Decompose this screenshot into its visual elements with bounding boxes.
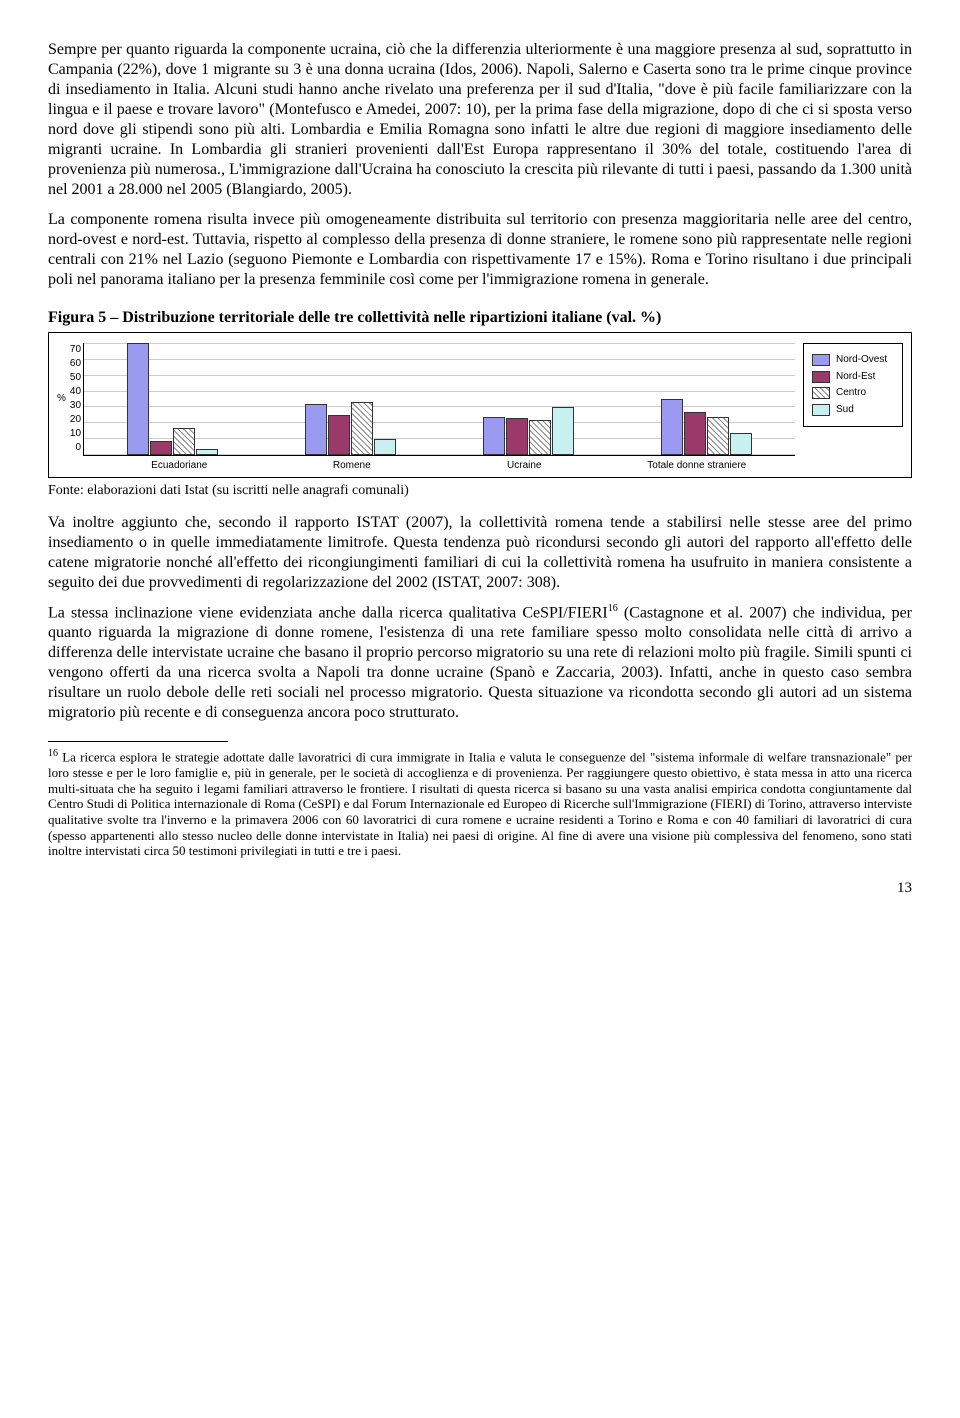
footnote-separator (48, 741, 228, 742)
paragraph-4: La stessa inclinazione viene evidenziata… (48, 603, 912, 723)
legend-item: Nord-Ovest (812, 354, 894, 367)
bar (173, 428, 195, 455)
bar (328, 415, 350, 455)
y-axis-ticks: 706050403020100 (70, 343, 81, 455)
chart-plot-area (83, 343, 795, 456)
bar (661, 399, 683, 455)
x-tick-label: Ucraine (438, 456, 611, 473)
legend-item: Nord-Est (812, 371, 894, 384)
x-axis-labels: EcuadorianeRomeneUcraineTotale donne str… (93, 456, 783, 473)
chart-legend: Nord-Ovest Nord-Est Centro Sud (803, 343, 903, 427)
bar (483, 417, 505, 455)
bar (150, 441, 172, 455)
paragraph-1: Sempre per quanto riguarda la componente… (48, 40, 912, 200)
bar (127, 343, 149, 455)
bar (684, 412, 706, 455)
bar (529, 420, 551, 455)
legend-item: Centro (812, 387, 894, 400)
bar (506, 418, 528, 455)
x-tick-label: Ecuadoriane (93, 456, 266, 473)
bar (374, 439, 396, 455)
page-number: 13 (48, 879, 912, 898)
x-tick-label: Romene (266, 456, 439, 473)
chart-source: Fonte: elaborazioni dati Istat (su iscri… (48, 482, 912, 500)
bar (552, 407, 574, 455)
bar (351, 402, 373, 455)
paragraph-2: La componente romena risulta invece più … (48, 210, 912, 290)
chart-container: % 706050403020100 Nord-Ovest Nord-Est Cent… (48, 332, 912, 478)
bar (196, 449, 218, 455)
bar (730, 433, 752, 455)
bar (305, 404, 327, 455)
bar (707, 417, 729, 455)
legend-item: Sud (812, 404, 894, 417)
footnote-16: 16 La ricerca esplora le strategie adott… (48, 748, 912, 858)
footnote-ref-16: 16 (608, 603, 618, 614)
figure-caption: Figura 5 – Distribuzione territoriale de… (48, 308, 912, 328)
x-tick-label: Totale donne straniere (611, 456, 784, 473)
paragraph-3: Va inoltre aggiunto che, secondo il rapp… (48, 513, 912, 593)
y-axis-label: % (57, 393, 66, 406)
